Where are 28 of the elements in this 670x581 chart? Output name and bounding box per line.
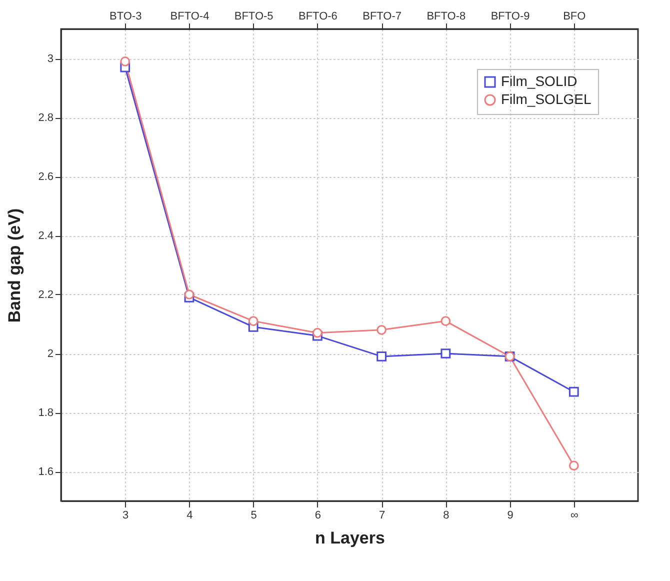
x-tick-label: 9 bbox=[507, 510, 514, 522]
y-tick-label: 2.8 bbox=[38, 112, 54, 124]
y-tick-label: 1.8 bbox=[38, 407, 54, 419]
x-tick-label: 4 bbox=[186, 510, 193, 522]
y-tick-label: 2 bbox=[47, 348, 54, 360]
text: BFTO-4 bbox=[170, 10, 210, 22]
y-tick-label: 2.6 bbox=[38, 171, 54, 183]
x-tick-label: 6 bbox=[314, 510, 322, 522]
x-tick-label: 3 bbox=[122, 510, 129, 522]
y-tick-label: 2.2 bbox=[38, 289, 54, 301]
text: BTO-3 bbox=[110, 10, 142, 22]
x-tick-label: ∞ bbox=[570, 510, 578, 522]
y-tick-label: 2.4 bbox=[38, 230, 54, 242]
text: BFTO-7 bbox=[362, 10, 402, 22]
text: BFTO-8 bbox=[426, 10, 466, 22]
y-tick-label: 3 bbox=[47, 53, 54, 65]
x-axis-title: n Layers bbox=[315, 528, 385, 548]
x-tick-label: 5 bbox=[250, 510, 257, 522]
x-tick-label: 7 bbox=[378, 510, 386, 522]
text: BFO bbox=[563, 10, 586, 22]
legend-label: Film_SOLID bbox=[501, 73, 578, 89]
text: BFTO-9 bbox=[490, 10, 530, 22]
x-tick-label: 8 bbox=[443, 510, 450, 522]
y-tick-label: 1.6 bbox=[38, 466, 54, 478]
y-axis-title: Band gap (eV) bbox=[5, 208, 24, 323]
legend-label: Film_SOLGEL bbox=[501, 91, 592, 107]
text: BFTO-5 bbox=[234, 10, 274, 22]
text: BFTO-6 bbox=[298, 10, 338, 22]
